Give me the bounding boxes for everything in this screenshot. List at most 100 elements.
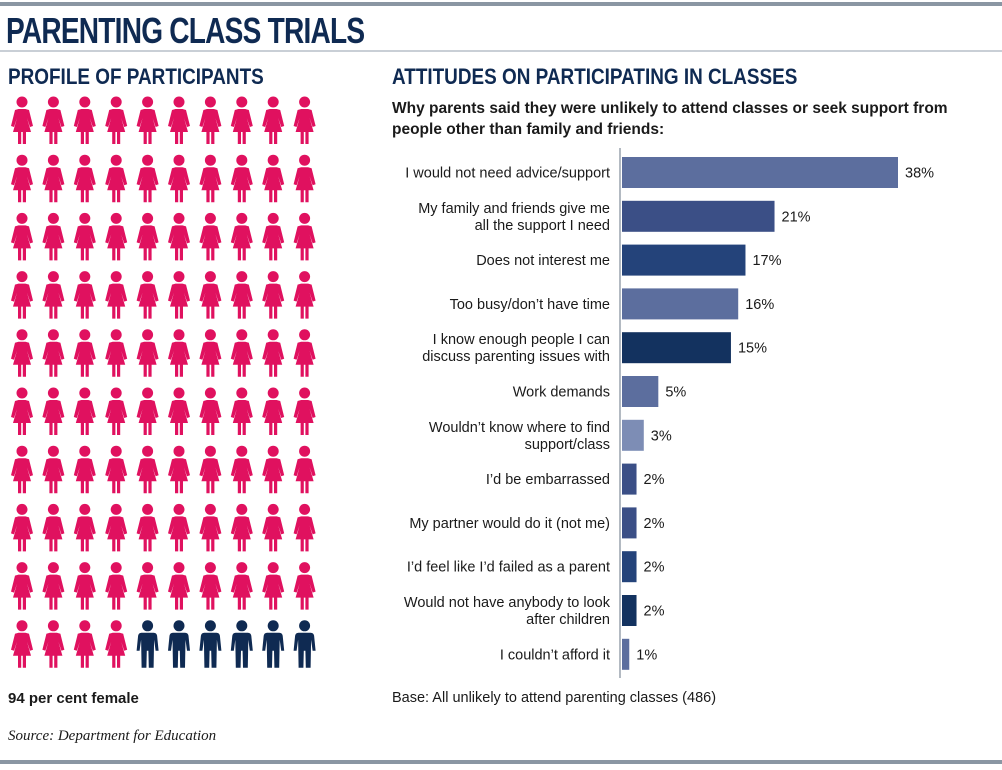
- female-person-icon: [199, 154, 222, 203]
- male-person-icon: [168, 620, 190, 668]
- base-note: Base: All unlikely to attend parenting c…: [392, 690, 717, 706]
- bar-value-label: 2%: [644, 472, 665, 488]
- bar-value-label: 5%: [665, 385, 686, 401]
- female-person-icon: [136, 212, 159, 261]
- male-person-icon: [230, 620, 253, 668]
- female-person-icon: [42, 387, 65, 435]
- female-person-icon: [293, 212, 316, 261]
- female-person-icon: [42, 271, 65, 319]
- female-person-icon: [262, 503, 285, 552]
- female-person-icon: [73, 212, 96, 261]
- female-person-icon: [42, 620, 65, 668]
- female-person-icon: [11, 271, 33, 319]
- female-person-icon: [73, 96, 96, 144]
- bottom-rule: [0, 760, 1002, 764]
- female-person-icon: [73, 503, 96, 552]
- female-person-icon: [42, 445, 65, 494]
- bar-category-label: I would not need advice/support: [405, 166, 610, 182]
- female-person-icon: [42, 96, 65, 144]
- female-person-icon: [136, 154, 159, 203]
- female-person-icon: [73, 329, 96, 377]
- chart-subtitle: Why parents said they were unlikely to a…: [392, 100, 948, 138]
- female-person-icon: [168, 387, 190, 435]
- people-icon-grid: [11, 96, 316, 668]
- female-person-icon: [105, 387, 128, 435]
- female-person-icon: [105, 271, 128, 319]
- bar-category-label: My partner would do it (not me): [409, 516, 610, 532]
- bar-value-label: 15%: [738, 341, 767, 357]
- female-person-icon: [293, 562, 316, 610]
- female-person-icon: [73, 154, 96, 203]
- female-person-icon: [105, 96, 128, 144]
- bar-category-label: I’d be embarrassed: [486, 472, 610, 488]
- female-person-icon: [199, 562, 222, 610]
- female-person-icon: [293, 445, 316, 494]
- bar-value-label: 2%: [644, 560, 665, 576]
- female-person-icon: [168, 96, 190, 144]
- female-person-icon: [293, 96, 316, 144]
- female-person-icon: [168, 212, 190, 261]
- female-person-icon: [105, 212, 128, 261]
- female-person-icon: [230, 329, 253, 377]
- bar: [622, 551, 637, 583]
- female-person-icon: [293, 271, 316, 319]
- female-person-icon: [105, 562, 128, 610]
- attitudes-bar-chart: 38% I would not need advice/support 21% My …: [404, 148, 934, 678]
- female-person-icon: [105, 445, 128, 494]
- bar: [622, 507, 637, 539]
- female-person-icon: [73, 562, 96, 610]
- bar: [622, 157, 898, 188]
- female-person-icon: [199, 445, 222, 494]
- bar-category-label: I know enough people I can discuss parent…: [422, 332, 610, 365]
- bar: [622, 200, 775, 232]
- female-person-icon: [73, 445, 96, 494]
- bar-category-label: Wouldn’t know where to find support/class: [429, 420, 610, 453]
- female-person-icon: [42, 503, 65, 552]
- female-person-icon: [136, 329, 159, 377]
- female-person-icon: [293, 329, 316, 377]
- female-person-icon: [262, 271, 285, 319]
- female-person-icon: [73, 387, 96, 435]
- female-person-icon: [230, 271, 253, 319]
- bar: [622, 595, 637, 626]
- female-percentage-caption: 94 per cent female: [8, 690, 139, 707]
- female-person-icon: [230, 387, 253, 435]
- bar-value-label: 3%: [651, 428, 672, 444]
- bar-category-label: Work demands: [513, 385, 610, 401]
- bar-value-label: 17%: [752, 253, 781, 269]
- male-person-icon: [199, 620, 222, 668]
- bar: [622, 419, 644, 451]
- profile-section-title: PROFILE OF PARTICIPANTS: [8, 64, 264, 89]
- female-person-icon: [199, 503, 222, 552]
- female-person-icon: [11, 154, 33, 203]
- female-person-icon: [199, 96, 222, 144]
- female-person-icon: [136, 271, 159, 319]
- bar-category-label: I’d feel like I’d failed as a parent: [407, 560, 610, 576]
- bar-category-label: I couldn’t afford it: [500, 647, 610, 663]
- source-note: Source: Department for Education: [8, 728, 217, 744]
- female-person-icon: [73, 271, 96, 319]
- page-title: PARENTING CLASS TRIALS: [6, 10, 365, 51]
- female-person-icon: [11, 503, 33, 552]
- female-person-icon: [11, 96, 33, 144]
- female-person-icon: [168, 503, 190, 552]
- female-person-icon: [42, 212, 65, 261]
- female-person-icon: [262, 445, 285, 494]
- bar-value-label: 2%: [644, 604, 665, 620]
- female-person-icon: [168, 271, 190, 319]
- female-person-icon: [11, 620, 33, 668]
- bar-value-label: 21%: [782, 209, 811, 225]
- female-person-icon: [293, 154, 316, 203]
- attitudes-section-title: ATTITUDES ON PARTICIPATING IN CLASSES: [392, 64, 798, 89]
- female-person-icon: [42, 329, 65, 377]
- bar-value-label: 16%: [745, 297, 774, 313]
- female-person-icon: [230, 503, 253, 552]
- female-person-icon: [168, 562, 190, 610]
- female-person-icon: [168, 154, 190, 203]
- bar-category-label: Would not have anybody to look after chil…: [404, 595, 611, 628]
- bar-category-label: My family and friends give me all the sup…: [418, 201, 610, 234]
- female-person-icon: [136, 387, 159, 435]
- female-person-icon: [262, 96, 285, 144]
- female-person-icon: [105, 329, 128, 377]
- female-person-icon: [230, 154, 253, 203]
